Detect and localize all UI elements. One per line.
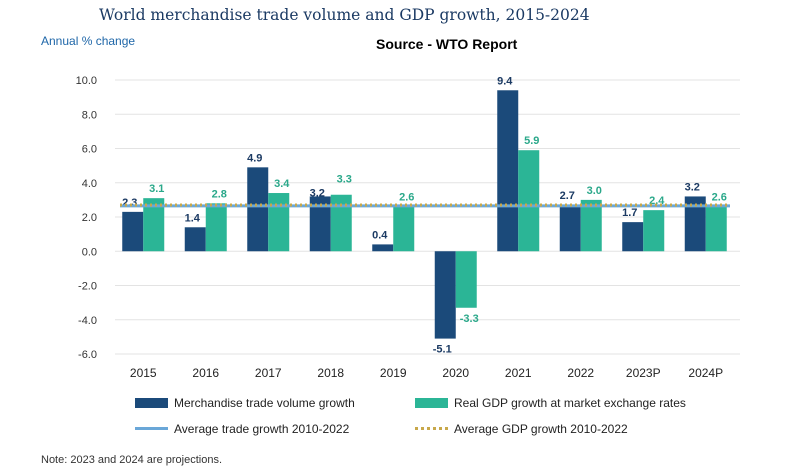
y-tick-label: 4.0	[82, 178, 97, 190]
x-tick-label: 2017	[255, 366, 282, 380]
data-label-trade: 2.7	[560, 190, 575, 202]
bar-gdp	[143, 198, 165, 252]
bar-trade	[184, 227, 206, 252]
data-label-gdp: 3.4	[274, 178, 290, 190]
data-label-gdp: 3.3	[337, 174, 352, 186]
y-tick-label: 8.0	[82, 109, 97, 121]
legend-swatch-trade	[135, 397, 168, 408]
x-tick-label: 2020	[442, 366, 469, 380]
bar-gdp	[205, 203, 227, 252]
bar-trade	[122, 211, 144, 252]
y-tick-label: 10.0	[76, 75, 97, 87]
y-tick-label: 2.0	[82, 212, 97, 224]
x-tick-label: 2021	[505, 366, 532, 380]
bar-trade	[559, 205, 581, 252]
y-tick-label: 0.0	[82, 246, 97, 258]
y-tick-label: -2.0	[78, 281, 97, 293]
bar-gdp	[518, 150, 540, 252]
legend-label-trade: Merchandise trade volume growth	[174, 395, 355, 410]
bar-trade	[372, 244, 394, 252]
data-label-trade: 3.2	[310, 187, 325, 199]
y-tick-label: 6.0	[82, 144, 97, 156]
bar-trade	[622, 222, 644, 252]
legend-item-avg-trade: Average trade growth 2010-2022	[135, 421, 349, 436]
bar-trade	[309, 196, 331, 252]
data-label-trade: 9.4	[497, 75, 513, 87]
y-tick-label: -6.0	[78, 349, 97, 361]
bar-gdp	[643, 210, 665, 252]
bar-gdp	[705, 206, 727, 252]
footnote: Note: 2023 and 2024 are projections.	[41, 454, 223, 466]
bar-gdp	[580, 199, 602, 252]
x-tick-label: 2022	[567, 366, 594, 380]
x-tick-label: 2019	[380, 366, 407, 380]
legend-swatch-gdp	[415, 397, 448, 408]
legend-item-gdp: Real GDP growth at market exchange rates	[415, 395, 686, 410]
x-tick-label: 2018	[317, 366, 344, 380]
bar-trade	[684, 196, 706, 252]
x-tick-label: 2024P	[688, 366, 723, 380]
data-label-trade: 4.9	[247, 152, 262, 164]
data-label-gdp: 3.0	[587, 185, 602, 197]
bar-gdp	[393, 206, 415, 252]
legend-item-avg-gdp: Average GDP growth 2010-2022	[415, 421, 628, 436]
legend-label-avg-gdp: Average GDP growth 2010-2022	[454, 421, 628, 436]
data-label-trade: 0.4	[372, 229, 388, 241]
chart-title: World merchandise trade volume and GDP g…	[99, 6, 590, 24]
bar-gdp	[330, 194, 352, 252]
data-label-trade: 1.4	[185, 212, 201, 224]
x-tick-label: 2016	[192, 366, 219, 380]
bar-trade	[434, 251, 456, 339]
bar-gdp	[455, 251, 477, 308]
data-label-trade: 3.2	[685, 181, 700, 193]
bar-gdp	[268, 193, 290, 252]
data-label-gdp: 5.9	[524, 135, 539, 147]
data-label-gdp: 3.1	[149, 183, 164, 195]
legend-item-trade: Merchandise trade volume growth	[135, 395, 355, 410]
data-label-trade: -5.1	[433, 344, 452, 356]
data-label-gdp: 2.8	[212, 188, 227, 200]
x-tick-label: 2015	[130, 366, 157, 380]
data-label-trade: 1.7	[622, 207, 637, 219]
y-axis-label: Annual % change	[41, 34, 136, 48]
legend-swatch-avg-gdp	[415, 427, 448, 431]
data-label-gdp: 2.6	[399, 192, 414, 204]
legend-label-gdp: Real GDP growth at market exchange rates	[454, 395, 686, 410]
x-tick-label: 2023P	[626, 366, 661, 380]
data-label-gdp: 2.6	[712, 192, 727, 204]
legend-swatch-avg-trade	[135, 427, 168, 431]
legend-label-avg-trade: Average trade growth 2010-2022	[174, 421, 350, 436]
data-label-gdp: -3.3	[460, 313, 479, 325]
y-tick-label: -4.0	[78, 315, 97, 327]
bar-trade	[497, 90, 519, 252]
bar-trade	[247, 167, 269, 252]
source-label: Source - WTO Report	[376, 36, 518, 52]
